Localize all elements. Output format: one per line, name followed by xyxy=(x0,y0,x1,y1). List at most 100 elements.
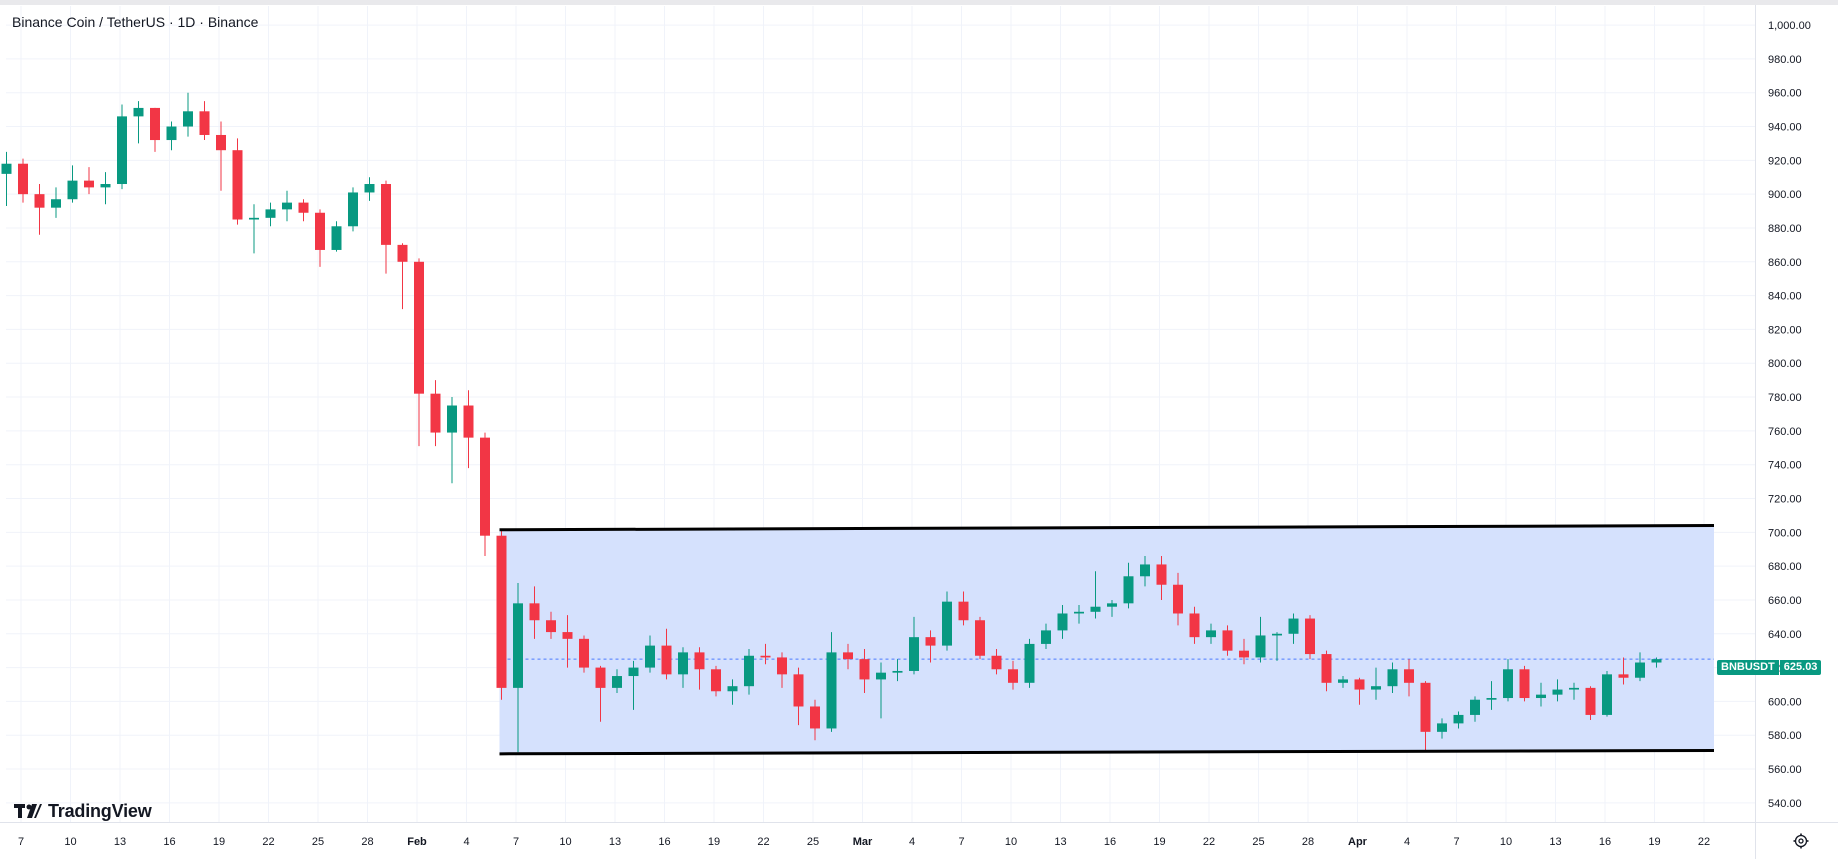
candle-body xyxy=(1387,669,1398,687)
candle-body xyxy=(1585,687,1596,715)
time-tick-label: 4 xyxy=(1404,836,1410,848)
last-price-value: 625.03 xyxy=(1779,660,1822,675)
candle-body xyxy=(1503,669,1513,699)
candle-body xyxy=(315,212,325,250)
candle-body xyxy=(1470,699,1480,715)
range-channel-fill xyxy=(499,525,1714,754)
price-tick-label: 940.00 xyxy=(1768,122,1802,134)
candle-down xyxy=(430,380,441,447)
time-tick-label: 7 xyxy=(18,836,24,848)
candle-body xyxy=(942,601,952,646)
last-price-symbol: BNBUSDT xyxy=(1717,660,1779,675)
candle-body xyxy=(199,111,210,135)
candle-up xyxy=(1,151,12,206)
time-tick-label: Apr xyxy=(1348,836,1368,848)
candle-down xyxy=(232,138,243,225)
candle-down xyxy=(496,528,507,700)
last-price-tag: BNBUSDT 625.03 xyxy=(1717,660,1822,675)
time-tick-label: Feb xyxy=(407,836,427,848)
candle-body xyxy=(331,226,342,250)
price-tick-label: 580.00 xyxy=(1768,730,1802,742)
candle-body xyxy=(711,669,721,692)
candle-body xyxy=(760,655,771,658)
candle-up xyxy=(183,92,193,137)
chart-symbol-title[interactable]: Binance Coin / TetherUS · 1D · Binance xyxy=(12,14,259,30)
price-tick-label: 640.00 xyxy=(1768,629,1802,641)
time-tick-label: 28 xyxy=(361,836,373,848)
candle-body xyxy=(975,620,985,656)
candle-down xyxy=(315,209,325,267)
candle-down xyxy=(1305,615,1315,660)
time-tick-label: 16 xyxy=(163,836,175,848)
price-tick-label: 800.00 xyxy=(1768,358,1802,370)
candle-up xyxy=(1503,659,1513,702)
gear-icon[interactable] xyxy=(1793,833,1809,849)
candle-down xyxy=(843,643,853,670)
candle-down xyxy=(546,611,556,639)
candle-up xyxy=(892,659,903,682)
time-tick-label: 13 xyxy=(114,836,126,848)
candle-body xyxy=(1074,611,1084,614)
grid-lines xyxy=(6,6,1755,822)
candle-body xyxy=(1057,613,1068,631)
candle-up xyxy=(133,101,144,144)
candle-up xyxy=(1074,605,1084,624)
candle-down xyxy=(1239,638,1249,665)
candle-body xyxy=(1519,669,1530,699)
candle-up xyxy=(1206,623,1216,644)
tradingview-logo[interactable]: TradingView xyxy=(14,800,152,822)
candle-body xyxy=(100,184,111,188)
candle-body xyxy=(463,405,474,438)
candles xyxy=(1,92,1662,753)
price-tick-label: 920.00 xyxy=(1768,155,1802,167)
candle-body xyxy=(1090,606,1101,612)
candle-body xyxy=(826,652,837,729)
tradingview-logo-text: TradingView xyxy=(48,800,152,821)
candle-body xyxy=(1618,674,1629,678)
candle-body xyxy=(1222,630,1233,651)
candle-body xyxy=(84,180,94,188)
candle-body xyxy=(1041,630,1051,644)
candle-body xyxy=(579,638,589,668)
candle-down xyxy=(562,615,573,668)
candle-up xyxy=(1255,616,1266,663)
candle-body xyxy=(166,126,177,141)
candle-up xyxy=(100,172,111,205)
price-tick-label: 1,000.00 xyxy=(1768,20,1811,32)
candle-down xyxy=(694,647,705,690)
candle-up xyxy=(1371,667,1381,700)
price-tick-label: 680.00 xyxy=(1768,561,1802,573)
candle-body xyxy=(612,676,622,688)
candle-body xyxy=(447,405,457,433)
price-axis-labels: 1,000.00 980.00 960.00 940.00 920.00 900.00 88… xyxy=(1768,20,1811,810)
candle-body xyxy=(1569,687,1579,690)
candle-body xyxy=(793,674,804,707)
price-tick-label: 720.00 xyxy=(1768,494,1802,506)
candle-body xyxy=(414,261,424,394)
time-tick-label: 25 xyxy=(312,836,324,848)
candle-down xyxy=(958,591,969,626)
time-tick-label: 19 xyxy=(1153,836,1165,848)
time-tick-label: 22 xyxy=(262,836,274,848)
candle-body xyxy=(876,672,886,680)
candle-body xyxy=(480,437,490,536)
candle-body xyxy=(810,706,820,729)
candle-up xyxy=(645,635,655,673)
channel-resistance-line xyxy=(499,524,1715,532)
candle-body xyxy=(1272,633,1282,636)
candle-body xyxy=(1123,576,1134,604)
candle-up xyxy=(1107,599,1117,617)
candle-down xyxy=(1354,677,1365,705)
time-tick-label: 28 xyxy=(1302,836,1314,848)
candle-body xyxy=(430,393,441,433)
candle-body xyxy=(958,601,969,621)
candle-down xyxy=(34,184,45,235)
candle-body xyxy=(67,180,78,200)
candle-body xyxy=(1437,723,1447,732)
candle-body xyxy=(216,134,226,151)
candle-body xyxy=(34,194,45,208)
candle-body xyxy=(727,686,738,692)
candle-down xyxy=(925,630,936,663)
channel-support-line xyxy=(499,748,1715,756)
